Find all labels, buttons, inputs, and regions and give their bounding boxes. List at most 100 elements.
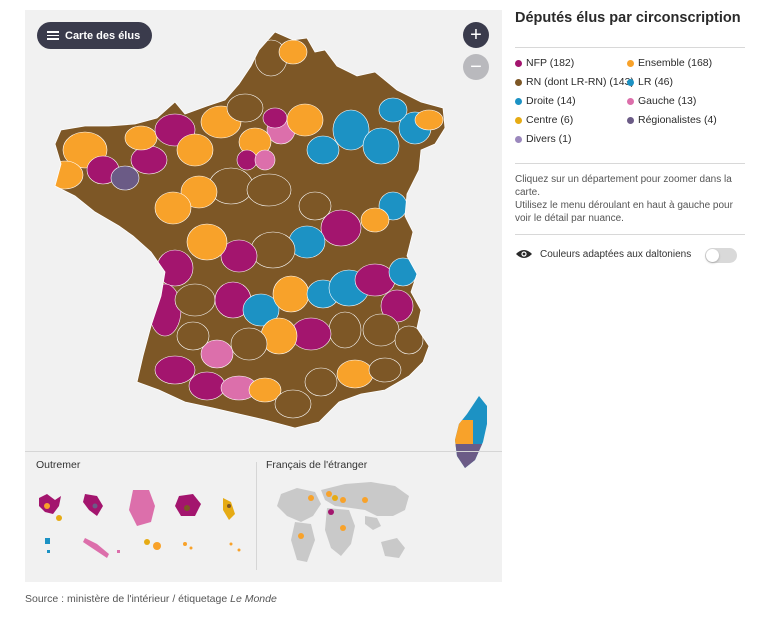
legend-item: Droite (14) xyxy=(515,95,576,107)
map-menu-label: Carte des élus xyxy=(65,29,141,42)
legend-dot xyxy=(627,97,634,105)
constituency[interactable] xyxy=(154,191,192,225)
help-text: Cliquez sur un département pour zoomer d… xyxy=(515,173,745,225)
legend-dot xyxy=(515,59,522,67)
plus-icon: + xyxy=(470,24,482,46)
constituency[interactable] xyxy=(154,355,196,385)
legend-label: Centre (6) xyxy=(526,114,574,126)
legend-item: NFP (182) xyxy=(515,57,574,69)
constituency[interactable] xyxy=(414,109,444,131)
legend-dot xyxy=(627,116,634,124)
constituency[interactable] xyxy=(242,293,280,327)
legend-dot xyxy=(515,116,522,124)
constituency[interactable] xyxy=(176,133,214,167)
legend-dot xyxy=(515,78,522,86)
constituency[interactable] xyxy=(130,145,168,175)
constituency[interactable] xyxy=(246,173,292,207)
etranger-points[interactable] xyxy=(298,491,368,539)
constituency[interactable] xyxy=(148,283,182,337)
france-mainland[interactable] xyxy=(47,31,446,429)
source-outlet: Le Monde xyxy=(230,593,277,605)
colorblind-toggle[interactable] xyxy=(705,248,737,263)
legend-label: Ensemble (168) xyxy=(638,57,713,69)
constituency[interactable] xyxy=(320,209,362,247)
legend-dot xyxy=(515,135,522,143)
constituency[interactable] xyxy=(354,263,396,297)
insets-divider xyxy=(256,462,257,570)
constituency[interactable] xyxy=(230,327,268,361)
sidebar-rule-top xyxy=(515,47,745,48)
sidebar-rule-mid xyxy=(515,163,745,164)
constituency[interactable] xyxy=(336,359,374,389)
constituency[interactable] xyxy=(394,325,424,355)
etranger-map[interactable] xyxy=(277,482,409,562)
constituency[interactable] xyxy=(328,311,362,349)
constituency[interactable] xyxy=(272,275,310,313)
constituency[interactable] xyxy=(380,289,414,323)
constituency[interactable] xyxy=(286,103,324,137)
constituency[interactable] xyxy=(47,160,84,190)
zoom-out-button[interactable]: − xyxy=(463,54,489,80)
sidebar-title: Députés élus par circonscription xyxy=(515,10,741,26)
legend-item: Ensemble (168) xyxy=(627,57,712,69)
constituency[interactable] xyxy=(180,175,218,209)
constituency[interactable] xyxy=(304,367,338,397)
corse[interactable] xyxy=(453,396,493,474)
constituency[interactable] xyxy=(236,149,258,171)
constituency[interactable] xyxy=(214,55,244,85)
map-divider xyxy=(25,451,502,452)
source-note: Source : ministère de l'intérieur / étiq… xyxy=(25,593,277,605)
legend-dot xyxy=(627,59,634,67)
help-line-1: Cliquez sur un département pour zoomer d… xyxy=(515,174,732,198)
etranger-label: Français de l'étranger xyxy=(266,459,368,471)
colorblind-row: Couleurs adaptées aux daltoniens xyxy=(515,248,691,260)
legend-label: NFP (182) xyxy=(526,57,575,69)
legend-item: Gauche (13) xyxy=(627,95,696,107)
outremer-map[interactable] xyxy=(39,490,241,558)
constituency[interactable] xyxy=(124,125,158,151)
constituency[interactable] xyxy=(220,239,258,273)
legend-label: Régionalistes (4) xyxy=(638,114,717,126)
minus-icon: − xyxy=(470,56,482,78)
legend-label: Droite (14) xyxy=(526,95,576,107)
legend-label: LR (46) xyxy=(638,76,674,88)
constituency[interactable] xyxy=(254,149,276,171)
legend-item: RN (dont LR-RN) (143) xyxy=(515,76,634,88)
legend-item: Divers (1) xyxy=(515,133,572,145)
constituency[interactable] xyxy=(250,231,296,269)
map-panel[interactable]: Carte des élus + − Outremer Français de … xyxy=(25,10,502,582)
constituency[interactable] xyxy=(298,191,332,221)
constituency[interactable] xyxy=(174,283,216,317)
outremer-label: Outremer xyxy=(36,459,81,471)
constituency[interactable] xyxy=(378,97,408,123)
toggle-knob xyxy=(706,249,719,262)
constituency[interactable] xyxy=(186,223,228,261)
constituency[interactable] xyxy=(362,313,400,347)
constituency[interactable] xyxy=(176,321,210,351)
constituency[interactable] xyxy=(262,107,288,129)
constituency[interactable] xyxy=(200,339,234,369)
source-prefix: Source : ministère de l'intérieur / étiq… xyxy=(25,593,231,605)
constituency[interactable] xyxy=(306,135,340,165)
map-canvas[interactable] xyxy=(25,10,502,582)
legend-item: Centre (6) xyxy=(515,114,573,126)
constituency[interactable] xyxy=(360,207,390,233)
legend-dot xyxy=(627,78,634,86)
legend-label: RN (dont LR-RN) (143) xyxy=(526,76,634,88)
zoom-in-button[interactable]: + xyxy=(463,22,489,48)
constituency[interactable] xyxy=(226,93,264,123)
constituency[interactable] xyxy=(368,357,402,383)
constituency[interactable] xyxy=(110,165,140,191)
constituency[interactable] xyxy=(388,257,418,287)
map-menu-button[interactable]: Carte des élus xyxy=(37,22,153,49)
colorblind-label: Couleurs adaptées aux daltoniens xyxy=(540,248,692,260)
constituency[interactable] xyxy=(248,377,282,403)
legend-dot xyxy=(515,97,522,105)
constituency[interactable] xyxy=(274,389,312,419)
constituency[interactable] xyxy=(278,39,308,65)
legend-item: LR (46) xyxy=(627,76,673,88)
eye-icon xyxy=(516,250,532,258)
constituency[interactable] xyxy=(188,371,226,401)
constituency[interactable] xyxy=(362,127,400,165)
constituency[interactable] xyxy=(332,109,370,151)
